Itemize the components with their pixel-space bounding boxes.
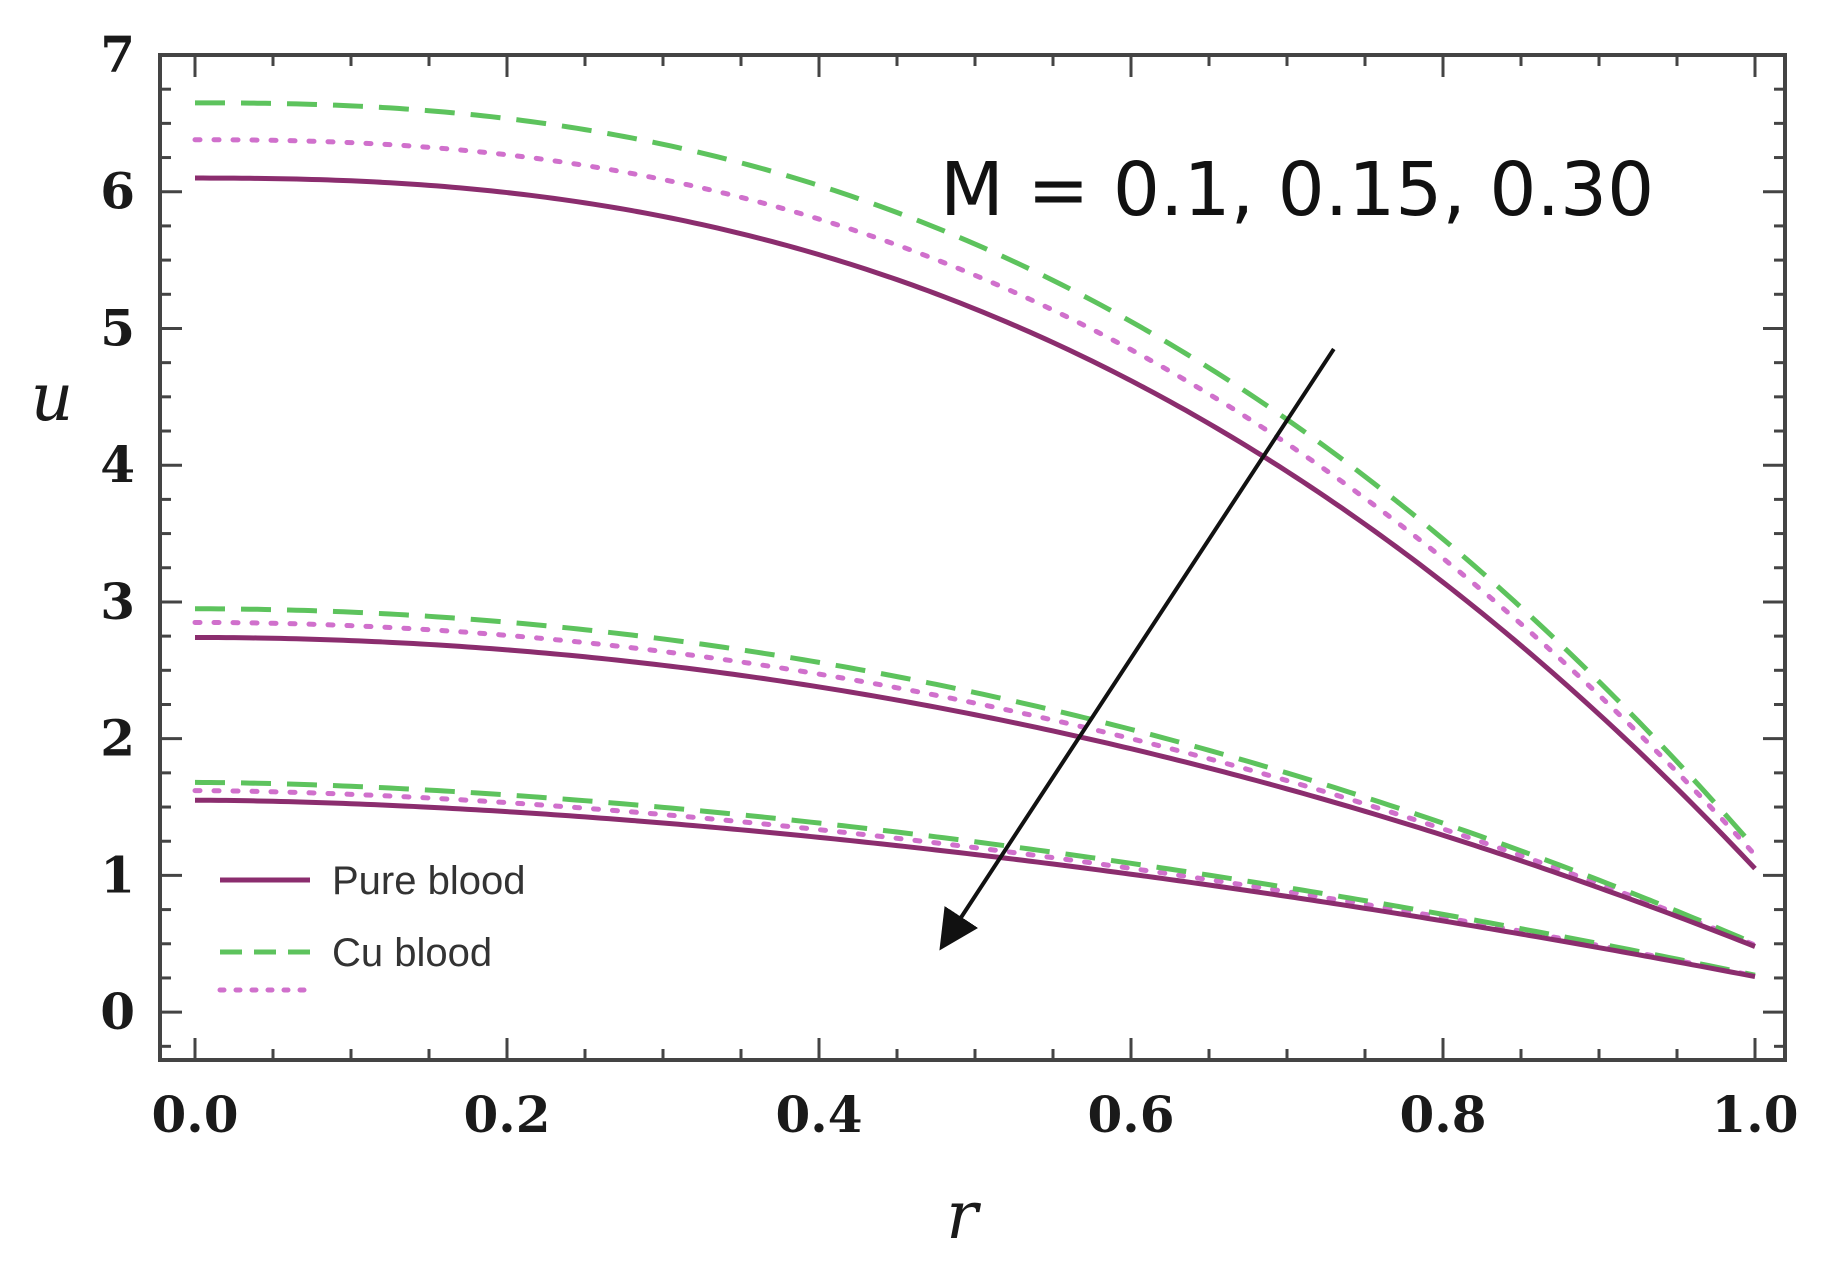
y-tick-label: 3 xyxy=(100,572,135,631)
axis-ticks xyxy=(160,53,1785,1060)
series-line-dashed xyxy=(194,779,1756,978)
series-line-dotted xyxy=(192,619,1758,948)
y-tick-label: 1 xyxy=(100,845,135,904)
legend-label: Cu blood xyxy=(332,931,492,975)
x-tick-label: 0.2 xyxy=(464,1085,551,1144)
y-axis-label: u xyxy=(31,359,74,436)
series-line-dashed xyxy=(195,606,1756,947)
x-tick-label: 0.0 xyxy=(152,1085,239,1144)
y-tick-label: 4 xyxy=(100,435,135,494)
series-line-solid xyxy=(195,175,1757,871)
series-line-dotted xyxy=(192,137,1758,858)
parameter-annotation: M = 0.1, 0.15, 0.30 xyxy=(940,147,1654,233)
series-lines xyxy=(192,100,1758,980)
y-tick-label: 2 xyxy=(100,709,135,768)
x-tick-label: 0.4 xyxy=(776,1085,863,1144)
plot-frame xyxy=(158,53,1787,1062)
parameter-arrow xyxy=(939,347,1336,951)
x-tick-label: 0.6 xyxy=(1088,1085,1175,1144)
x-axis-label: r xyxy=(946,1177,981,1254)
y-tick-label: 5 xyxy=(100,298,135,357)
series-line-solid xyxy=(194,797,1756,980)
y-tick-label: 7 xyxy=(100,25,135,84)
y-tick-label: 6 xyxy=(100,162,135,221)
y-tick-label: 0 xyxy=(100,982,135,1041)
annotation-group: M = 0.1, 0.15, 0.30 xyxy=(939,147,1654,951)
legend: Pure blood Cu blood xyxy=(217,859,525,993)
x-tick-label: 1.0 xyxy=(1712,1085,1799,1144)
axis-tick-labels: 0.0 0.2 0.4 0.6 0.8 1.0 0 1 2 3 4 5 6 7 xyxy=(100,25,1798,1144)
series-line-dotted xyxy=(192,788,1758,979)
series-line-solid xyxy=(194,634,1756,949)
series-line-dashed xyxy=(195,100,1757,850)
x-tick-label: 0.8 xyxy=(1400,1085,1487,1144)
legend-label: Pure blood xyxy=(332,859,525,903)
